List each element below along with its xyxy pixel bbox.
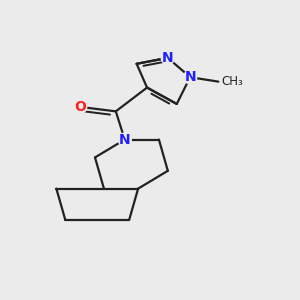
Text: N: N (184, 70, 196, 84)
Circle shape (74, 100, 87, 113)
Text: N: N (119, 133, 130, 147)
Circle shape (118, 133, 131, 146)
Text: N: N (162, 51, 174, 65)
Text: CH₃: CH₃ (221, 75, 243, 88)
Circle shape (184, 70, 197, 84)
Circle shape (161, 51, 174, 64)
Text: O: O (74, 100, 86, 114)
